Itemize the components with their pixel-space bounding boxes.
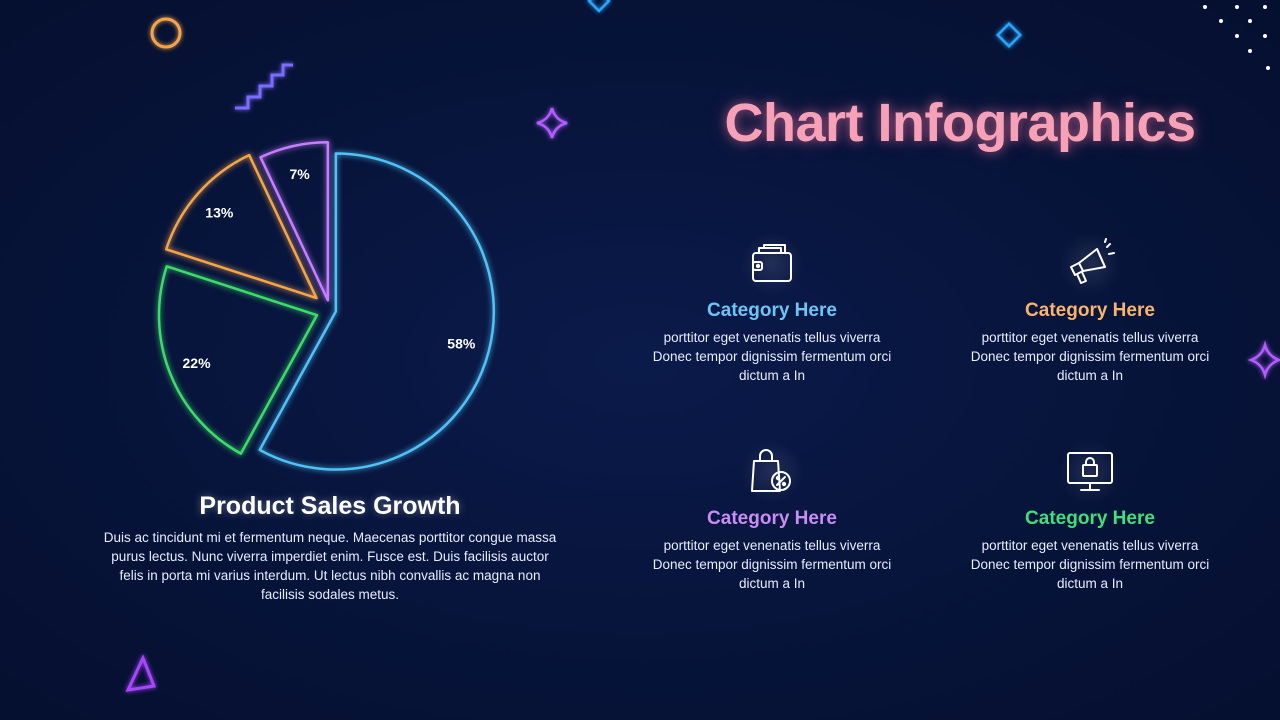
pie-slice xyxy=(157,265,319,455)
orange-circle-decoration xyxy=(150,17,182,49)
category-title: Category Here xyxy=(707,508,837,529)
pie-slice xyxy=(258,152,496,471)
diamond-decoration-right xyxy=(995,21,1023,49)
category-text: porttitor eget venenatis tellus viverra … xyxy=(970,330,1210,383)
pie-slice xyxy=(259,140,330,302)
pie-slice xyxy=(164,153,318,300)
slice-label: 22% xyxy=(183,355,212,371)
chart-description: Duis ac tincidunt mi et fermentum neque.… xyxy=(103,530,557,602)
category-title: Category Here xyxy=(707,300,837,321)
page-title: Chart Infographics xyxy=(724,93,1196,153)
slice-label: 58% xyxy=(447,336,476,352)
category-text: porttitor eget venenatis tellus viverra … xyxy=(652,330,892,383)
slice-label: 13% xyxy=(205,204,234,220)
wallet-icon xyxy=(740,232,804,296)
category-text: porttitor eget venenatis tellus viverra … xyxy=(652,538,892,591)
triangle-decoration xyxy=(125,654,157,692)
category-text: porttitor eget venenatis tellus viverra … xyxy=(970,538,1210,591)
monitor-shopping-icon xyxy=(1058,440,1122,504)
category-card-4: Category Here porttitor eget venenatis t… xyxy=(965,440,1215,593)
megaphone-icon xyxy=(1058,232,1122,296)
stairs-decoration xyxy=(235,63,293,110)
category-card-3: Category Here porttitor eget venenatis t… xyxy=(647,440,897,593)
diamond-decoration-top xyxy=(587,0,611,13)
sparkle-decoration-center xyxy=(536,107,568,139)
category-title: Category Here xyxy=(1025,300,1155,321)
shopping-bag-discount-icon xyxy=(740,440,804,504)
category-card-1: Category Here porttitor eget venenatis t… xyxy=(647,232,897,385)
category-card-2: Category Here porttitor eget venenatis t… xyxy=(965,232,1215,385)
sparkle-decoration-right xyxy=(1247,340,1280,380)
category-title: Category Here xyxy=(1025,508,1155,529)
chart-title: Product Sales Growth xyxy=(199,492,461,520)
dots-decoration xyxy=(1203,5,1270,70)
slice-label: 7% xyxy=(289,166,310,182)
